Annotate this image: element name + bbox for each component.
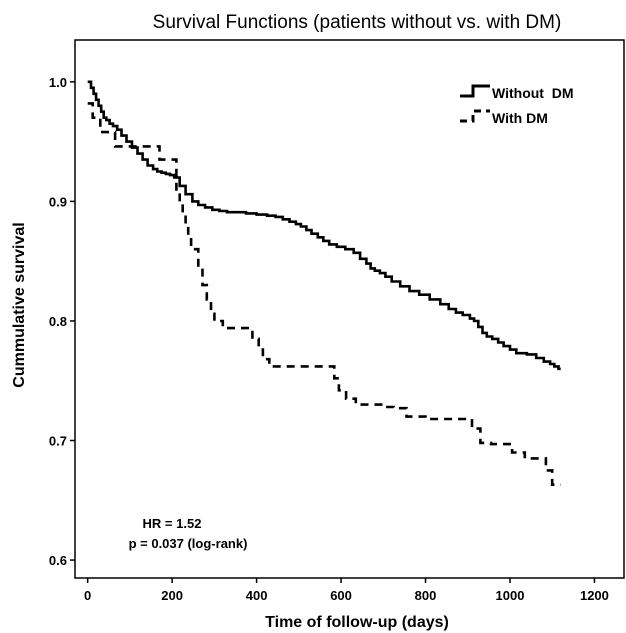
- plot-frame: [74, 39, 625, 579]
- y-tick-label: 0.8: [49, 314, 67, 329]
- legend-swatch-without-dm: [460, 84, 490, 98]
- hr-annotation: HR = 1.52: [143, 516, 202, 531]
- y-tick-label: 1.0: [49, 75, 67, 90]
- legend-swatch-with-dm: [460, 109, 490, 123]
- series-line-with-dm: [87, 102, 561, 486]
- legend: Without DM With DM: [460, 84, 574, 126]
- x-axis-label: Time of follow-up (days): [265, 614, 449, 631]
- p-value-annotation: p = 0.037 (log-rank): [129, 536, 248, 551]
- x-tick-label: 1200: [580, 588, 609, 603]
- y-axis-label: Cummulative survival: [11, 222, 28, 387]
- plot-area: 0.6 0.7 0.8 0.9 1.0 0 200 400 600 800 1000 1200: [49, 39, 625, 603]
- y-tick-label: 0.7: [49, 434, 67, 449]
- chart-title: Survival Functions (patients without vs.…: [153, 12, 562, 33]
- legend-label-without-dm: Without DM: [492, 85, 574, 101]
- legend-label-with-dm: With DM: [492, 110, 548, 126]
- x-tick-label: 1000: [496, 588, 525, 603]
- y-tick-label: 0.9: [49, 194, 67, 209]
- y-tick-label: 0.6: [49, 553, 67, 568]
- x-tick-label: 0: [84, 588, 91, 603]
- x-tick-label: 200: [161, 588, 183, 603]
- x-tick-label: 800: [415, 588, 437, 603]
- x-tick-label: 400: [246, 588, 268, 603]
- x-tick-label: 600: [330, 588, 352, 603]
